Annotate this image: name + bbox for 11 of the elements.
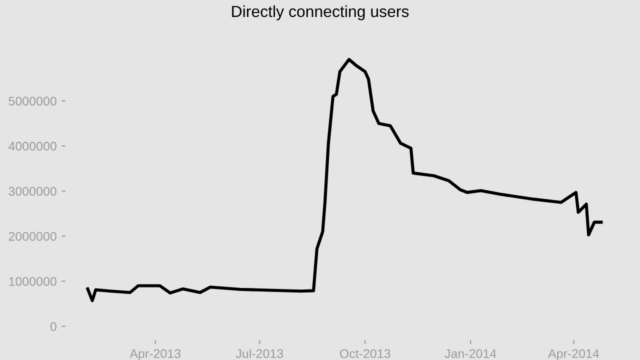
y-tick-label: 2000000 (8, 232, 56, 241)
x-tick-label: Jul-2013 (236, 348, 284, 358)
chart-title: Directly connecting users (232, 5, 409, 20)
y-tick-label: 3000000 (8, 186, 56, 196)
y-tick-label: 5000000 (8, 96, 56, 106)
y-tick-label: 1000000 (9, 277, 56, 286)
y-tick-label: 4000000 (8, 142, 56, 151)
x-tick-label: Jan-2014 (444, 349, 496, 358)
y-tick-label: 0 (50, 322, 56, 331)
x-tick-label: Oct-2013 (340, 349, 390, 358)
line-series (86, 58, 603, 302)
